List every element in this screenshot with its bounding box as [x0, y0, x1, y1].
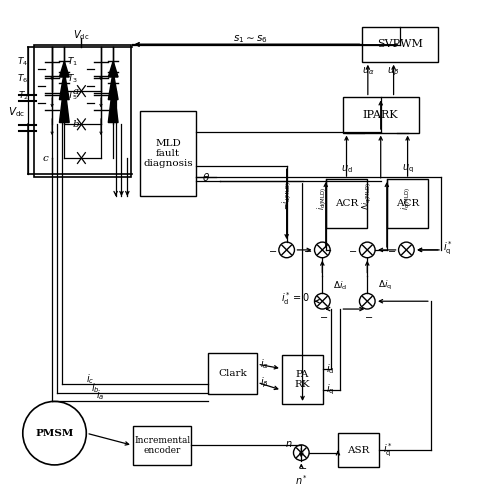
FancyBboxPatch shape — [338, 433, 380, 467]
Text: $u_{\rm d}$: $u_{\rm d}$ — [340, 164, 352, 175]
Text: $i_a$: $i_a$ — [96, 389, 104, 403]
Text: $-$: $-$ — [364, 312, 373, 321]
Text: $-i_{\rm d(MLD)}$: $-i_{\rm d(MLD)}$ — [280, 181, 293, 210]
Text: Clark: Clark — [218, 369, 248, 378]
FancyBboxPatch shape — [343, 97, 418, 133]
Text: $T_{1}$: $T_{1}$ — [66, 55, 78, 68]
Text: $n$: $n$ — [285, 439, 292, 449]
FancyBboxPatch shape — [387, 179, 428, 228]
Text: IPARK: IPARK — [363, 110, 398, 120]
Text: $V_{\rm dc}$: $V_{\rm dc}$ — [8, 106, 25, 119]
Polygon shape — [60, 82, 69, 123]
Text: $T_{5}$: $T_{5}$ — [66, 89, 78, 102]
Text: $i_{\rm d(MLD)}$: $i_{\rm d(MLD)}$ — [316, 188, 329, 210]
Text: $u_\alpha$: $u_\alpha$ — [362, 66, 374, 78]
Text: $i_\beta$: $i_\beta$ — [260, 375, 268, 390]
Polygon shape — [108, 72, 118, 100]
Text: $-$: $-$ — [298, 464, 307, 472]
FancyBboxPatch shape — [208, 353, 258, 394]
Text: $T_{3}$: $T_{3}$ — [66, 72, 78, 84]
Text: $-$: $-$ — [268, 246, 277, 255]
Text: $s_1\sim s_6$: $s_1\sim s_6$ — [232, 33, 268, 45]
Text: $u_{\rm q}$: $u_{\rm q}$ — [402, 163, 413, 175]
Polygon shape — [60, 72, 69, 100]
Text: $V_{\rm dc}$: $V_{\rm dc}$ — [74, 28, 90, 42]
Text: $i_{\rm q}^*$: $i_{\rm q}^*$ — [383, 441, 393, 459]
Text: $-$: $-$ — [304, 246, 312, 255]
Text: $i_\alpha$: $i_\alpha$ — [260, 357, 269, 371]
Text: $\Delta i_{\rm q}$: $\Delta i_{\rm q}$ — [378, 279, 392, 293]
Text: $n^*$: $n^*$ — [294, 473, 308, 487]
Text: $-$: $-$ — [318, 312, 328, 321]
Text: $-$: $-$ — [388, 246, 396, 255]
FancyBboxPatch shape — [132, 426, 192, 465]
Text: $T_{2}$: $T_{2}$ — [18, 89, 28, 102]
Text: ACR: ACR — [396, 199, 419, 208]
Text: Incremental
encoder: Incremental encoder — [134, 436, 190, 455]
FancyBboxPatch shape — [140, 110, 196, 196]
Text: a: a — [72, 86, 78, 96]
Text: $\theta$: $\theta$ — [202, 171, 210, 183]
Text: ACR: ACR — [335, 199, 358, 208]
Text: $T_{6}$: $T_{6}$ — [18, 72, 28, 84]
Text: PMSM: PMSM — [36, 429, 74, 437]
Text: $i_{\rm q(MLD)}$: $i_{\rm q(MLD)}$ — [400, 188, 413, 210]
Text: ASR: ASR — [348, 446, 370, 455]
FancyBboxPatch shape — [362, 27, 438, 62]
Text: $i_{\rm d}$: $i_{\rm d}$ — [326, 362, 334, 376]
Text: $i_{\rm d}^*=0$: $i_{\rm d}^*=0$ — [281, 290, 310, 307]
Text: PA
RK: PA RK — [295, 370, 310, 389]
Polygon shape — [108, 82, 118, 123]
FancyBboxPatch shape — [326, 179, 368, 228]
Text: MLD
fault
diagnosis: MLD fault diagnosis — [144, 138, 193, 168]
Text: $u_\beta$: $u_\beta$ — [388, 66, 400, 78]
Text: $i_c$: $i_c$ — [86, 373, 94, 386]
Text: c: c — [42, 154, 48, 163]
FancyBboxPatch shape — [282, 355, 324, 404]
Text: $-$: $-$ — [348, 246, 358, 255]
Text: $i_b$: $i_b$ — [91, 381, 100, 395]
Text: b: b — [72, 120, 79, 129]
Polygon shape — [60, 61, 69, 77]
Text: SVPWM: SVPWM — [378, 39, 423, 49]
Text: $\Delta i_{\rm d}$: $\Delta i_{\rm d}$ — [332, 280, 346, 293]
Polygon shape — [108, 61, 118, 77]
Text: $i_{\rm q}^*$: $i_{\rm q}^*$ — [443, 240, 453, 257]
Text: $i_{\rm q}$: $i_{\rm q}$ — [326, 383, 334, 397]
Text: $T_{4}$: $T_{4}$ — [18, 55, 28, 68]
Text: $\Delta i_{\rm q(MLD)}$: $\Delta i_{\rm q(MLD)}$ — [360, 182, 374, 210]
